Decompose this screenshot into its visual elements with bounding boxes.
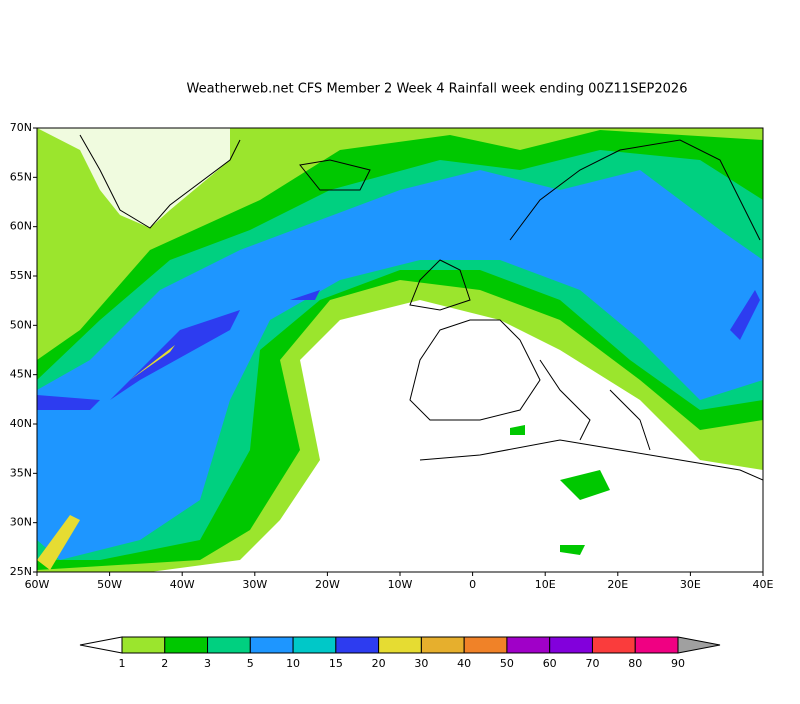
colorbar-box	[549, 636, 593, 654]
colorbar-box	[591, 636, 636, 654]
colorbar-label: 2	[161, 657, 168, 670]
colorbar-label: 30	[414, 657, 428, 670]
colorbar-label: 40	[457, 657, 471, 670]
lon-label: 30E	[680, 578, 701, 591]
colorbar-label: 20	[372, 657, 386, 670]
lat-label: 25N	[10, 565, 32, 578]
colorbar-label: 15	[329, 657, 343, 670]
lon-label: 20W	[315, 578, 340, 591]
colorbar-box	[292, 636, 337, 654]
map-title: Weatherweb.net CFS Member 2 Week 4 Rainf…	[187, 82, 688, 97]
colorbar-over	[677, 636, 721, 654]
colorbar-label: 3	[204, 657, 211, 670]
coastlines	[79, 134, 763, 481]
colorbar-box	[634, 636, 679, 654]
lat-label: 70N	[10, 121, 32, 134]
colorbar-box	[164, 636, 209, 654]
colorbar-box	[335, 636, 380, 654]
lon-label: 50W	[97, 578, 122, 591]
lon-label: 40W	[170, 578, 195, 591]
colorbar-box	[463, 636, 508, 654]
colorbar-box	[420, 636, 465, 654]
colorbar-box	[249, 636, 294, 654]
lon-label: 10W	[388, 578, 413, 591]
colorbar-box	[378, 636, 422, 654]
colorbar-label: 5	[247, 657, 254, 670]
colorbar-label: 60	[543, 657, 557, 670]
lon-label: 60W	[25, 578, 50, 591]
colorbar-label: 50	[500, 657, 514, 670]
colorbar-label: 1	[119, 657, 126, 670]
lat-label: 60N	[10, 220, 32, 233]
lat-label: 45N	[10, 368, 32, 381]
lon-label: 0	[469, 578, 476, 591]
lon-label: 20E	[607, 578, 628, 591]
colorbar-box	[207, 636, 251, 654]
colorbar-box	[121, 636, 166, 654]
colorbar-label: 70	[585, 657, 599, 670]
colorbar-label: 80	[628, 657, 642, 670]
lon-label: 30W	[242, 578, 267, 591]
lat-label: 30N	[10, 516, 32, 529]
colorbar-label: 90	[671, 657, 685, 670]
colorbar-label: 10	[286, 657, 300, 670]
lon-label: 10E	[535, 578, 556, 591]
lat-label: 55N	[10, 269, 32, 282]
lat-label: 50N	[10, 318, 32, 331]
colorbar-under	[79, 636, 123, 654]
rainfall-field	[37, 128, 763, 572]
lat-label: 35N	[10, 466, 32, 479]
colorbar-box	[506, 636, 551, 654]
colorbar: 1 2 3 5 10 15 20 30 40 50 60 70 80 90	[79, 636, 721, 670]
lat-label: 40N	[10, 417, 32, 430]
lat-label: 65N	[10, 170, 32, 183]
lon-label: 40E	[753, 578, 774, 591]
